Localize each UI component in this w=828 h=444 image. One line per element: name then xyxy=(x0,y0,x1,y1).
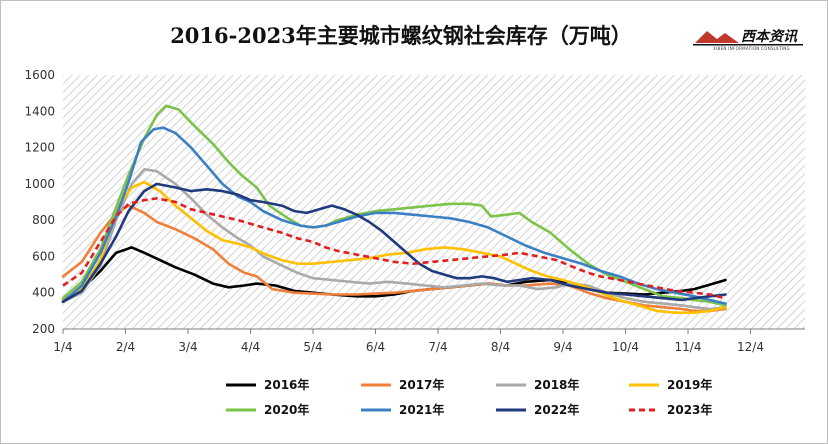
y-tick-label: 1000 xyxy=(24,177,55,191)
x-tick-label: 10/4 xyxy=(612,340,639,354)
y-axis: 200 400 600 800 1000 1200 1400 1600 xyxy=(24,68,55,336)
series-line-2022 xyxy=(61,182,727,304)
legend-label: 2019年 xyxy=(667,377,712,392)
logo: 西本资讯 XIBEN INFORMATION CONSULTING xyxy=(693,28,803,51)
series-line-2018 xyxy=(61,168,727,311)
y-tick-label: 1400 xyxy=(24,104,55,118)
logo-text: 西本资讯 xyxy=(741,28,798,45)
series-layer xyxy=(61,104,727,314)
series-line-2020 xyxy=(61,104,727,307)
legend: 2016年 2017年 2018年 2019年 2020年 2021年 2022年 2023年 xyxy=(226,377,712,417)
x-tick-label: 3/4 xyxy=(178,340,197,354)
legend-label: 2020年 xyxy=(264,402,309,417)
legend-label: 2021年 xyxy=(399,402,444,417)
series-line-2019 xyxy=(61,180,727,314)
x-axis: 1/4 2/4 3/4 4/4 5/4 6/4 7/4 8/4 9/4 10/4 11/4 12/4 xyxy=(53,328,805,354)
x-tick-label: 6/4 xyxy=(366,340,385,354)
x-tick-label: 9/4 xyxy=(553,340,572,354)
logo-underline xyxy=(693,44,803,46)
legend-label: 2022年 xyxy=(534,402,579,417)
x-tick-label: 1/4 xyxy=(53,340,72,354)
y-tick-label: 1200 xyxy=(24,141,55,155)
legend-label: 2023年 xyxy=(667,402,712,417)
x-tick-label: 2/4 xyxy=(116,340,135,354)
x-tick-label: 11/4 xyxy=(675,340,702,354)
logo-mountain-icon xyxy=(695,31,739,43)
y-tick-label: 400 xyxy=(32,286,55,300)
y-tick-label: 1600 xyxy=(24,68,55,82)
y-tick-label: 800 xyxy=(32,213,55,227)
series-line-2023 xyxy=(62,197,726,300)
x-tick-label: 12/4 xyxy=(737,340,764,354)
x-tick-label: 4/4 xyxy=(241,340,260,354)
legend-label: 2018年 xyxy=(534,377,579,392)
x-tick-label: 5/4 xyxy=(303,340,322,354)
legend-label: 2017年 xyxy=(399,377,444,392)
y-tick-label: 600 xyxy=(32,249,55,263)
chart-title: 2016-2023年主要城市螺纹钢社会库存（万吨） xyxy=(170,23,632,48)
x-tick-label: 8/4 xyxy=(491,340,510,354)
y-tick-label: 200 xyxy=(32,322,55,336)
series-line-2021 xyxy=(61,126,727,305)
legend-label: 2016年 xyxy=(264,377,309,392)
x-tick-label: 7/4 xyxy=(428,340,447,354)
logo-subtext: XIBEN INFORMATION CONSULTING xyxy=(713,46,790,51)
